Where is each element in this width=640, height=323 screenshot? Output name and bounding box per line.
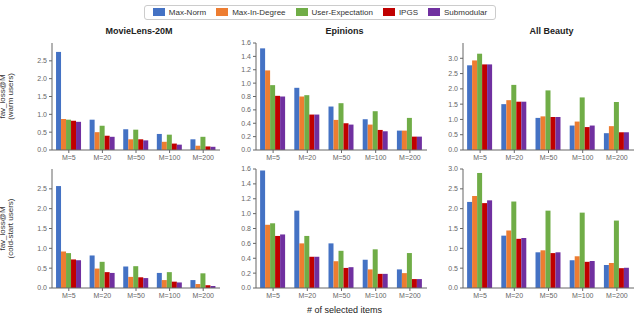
svg-text:0.0: 0.0 (37, 146, 47, 153)
svg-text:fav_loss@M(cold-start users): fav_loss@M(cold-start users) (8, 198, 15, 258)
svg-text:M=20: M=20 (298, 292, 316, 299)
svg-text:2.0: 2.0 (448, 85, 458, 92)
svg-text:1.0: 1.0 (241, 80, 251, 87)
html-text:Max-In-Degree: Max-In-Degree (232, 7, 286, 17)
svg-text:0.8: 0.8 (241, 225, 251, 232)
svg-text:1.5: 1.5 (448, 101, 458, 108)
svg-text:M=200: M=200 (192, 154, 214, 161)
svg-text:2.5: 2.5 (448, 70, 458, 77)
svg-text:M=200: M=200 (606, 292, 628, 299)
svg-text:1.5: 1.5 (37, 225, 47, 232)
svg-text:0.0: 0.0 (37, 284, 47, 291)
svg-text:M=100: M=100 (572, 292, 594, 299)
html-text:All Beauty: All Beauty (529, 26, 574, 36)
svg-text:2.0: 2.0 (37, 205, 47, 212)
svg-text:M=5: M=5 (62, 154, 76, 161)
svg-text:2.5: 2.5 (37, 57, 47, 64)
svg-text:2.0: 2.0 (448, 205, 458, 212)
svg-text:M=50: M=50 (540, 292, 558, 299)
svg-text:M=20: M=20 (298, 154, 316, 161)
svg-text:M=20: M=20 (94, 154, 112, 161)
html-text:Submodular: Submodular (444, 7, 488, 17)
svg-text:0.6: 0.6 (241, 106, 251, 113)
svg-text:M=20: M=20 (505, 292, 523, 299)
svg-text:0.0: 0.0 (448, 284, 458, 291)
svg-text:M=20: M=20 (94, 292, 112, 299)
svg-text:0.8: 0.8 (241, 93, 251, 100)
svg-text:M=200: M=200 (192, 292, 214, 299)
svg-text:0.4: 0.4 (241, 120, 251, 127)
svg-text:2.5: 2.5 (448, 185, 458, 192)
svg-text:M=200: M=200 (399, 292, 421, 299)
svg-text:M=100: M=100 (159, 154, 181, 161)
svg-text:2.0: 2.0 (37, 75, 47, 82)
svg-text:M=50: M=50 (127, 292, 145, 299)
svg-text:0.2: 0.2 (241, 133, 251, 140)
svg-text:M=50: M=50 (540, 154, 558, 161)
html-text:Epinions: Epinions (325, 26, 364, 36)
svg-text:fav_loss@M(warm users): fav_loss@M(warm users) (8, 73, 15, 120)
svg-text:M=5: M=5 (266, 154, 280, 161)
svg-text:M=50: M=50 (333, 292, 351, 299)
svg-text:M=50: M=50 (127, 154, 145, 161)
svg-text:0.5: 0.5 (448, 131, 458, 138)
svg-text:2.5: 2.5 (37, 185, 47, 192)
svg-text:M=5: M=5 (473, 154, 487, 161)
svg-text:0.4: 0.4 (241, 255, 251, 262)
svg-text:0.0: 0.0 (448, 146, 458, 153)
svg-text:1.0: 1.0 (37, 111, 47, 118)
html-text:# of selected items: # of selected items (307, 305, 382, 315)
svg-text:M=100: M=100 (159, 292, 181, 299)
svg-text:M=200: M=200 (399, 154, 421, 161)
svg-text:1.2: 1.2 (241, 195, 251, 202)
svg-text:M=50: M=50 (333, 154, 351, 161)
svg-text:1.0: 1.0 (448, 116, 458, 123)
svg-text:0.0: 0.0 (241, 146, 251, 153)
svg-text:1.5: 1.5 (37, 93, 47, 100)
svg-text:1.2: 1.2 (241, 66, 251, 73)
svg-text:0.5: 0.5 (37, 265, 47, 272)
html-text:User-Expectation: User-Expectation (311, 7, 373, 17)
html-text:IPGS: IPGS (398, 7, 418, 17)
html-text:Max-Norm: Max-Norm (168, 7, 207, 17)
svg-text:1.6: 1.6 (241, 39, 251, 46)
svg-text:M=20: M=20 (505, 154, 523, 161)
svg-text:3.0: 3.0 (448, 55, 458, 62)
svg-text:M=100: M=100 (572, 154, 594, 161)
svg-text:M=5: M=5 (266, 292, 280, 299)
svg-text:M=100: M=100 (365, 154, 387, 161)
html-text:MovieLens-20M: MovieLens-20M (105, 26, 173, 36)
svg-text:1.4: 1.4 (241, 180, 251, 187)
svg-text:M=5: M=5 (473, 292, 487, 299)
svg-text:0.0: 0.0 (241, 284, 251, 291)
svg-text:1.0: 1.0 (37, 245, 47, 252)
svg-text:3.0: 3.0 (448, 165, 458, 172)
svg-text:M=5: M=5 (62, 292, 76, 299)
svg-text:M=200: M=200 (606, 154, 628, 161)
svg-text:1.0: 1.0 (448, 245, 458, 252)
svg-text:M=100: M=100 (365, 292, 387, 299)
svg-text:0.5: 0.5 (37, 129, 47, 136)
svg-text:1.5: 1.5 (448, 225, 458, 232)
svg-text:1.0: 1.0 (241, 210, 251, 217)
svg-text:0.5: 0.5 (448, 265, 458, 272)
svg-text:1.4: 1.4 (241, 53, 251, 60)
svg-text:0.2: 0.2 (241, 270, 251, 277)
svg-text:1.6: 1.6 (241, 165, 251, 172)
svg-text:0.6: 0.6 (241, 240, 251, 247)
